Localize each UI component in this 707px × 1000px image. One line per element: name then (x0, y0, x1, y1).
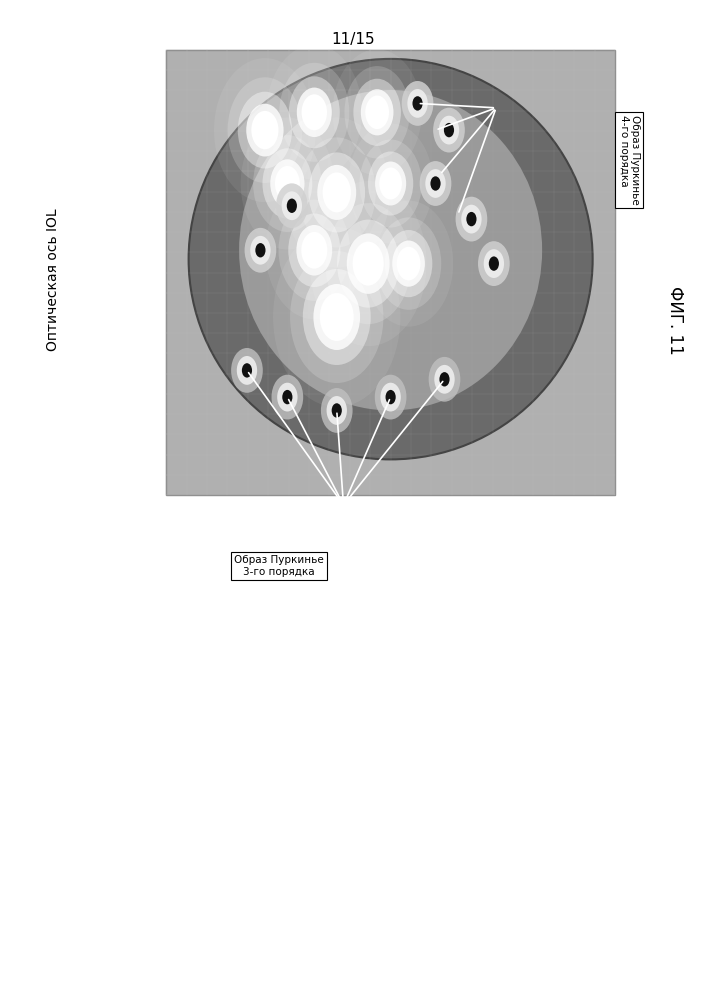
Ellipse shape (455, 197, 487, 241)
Ellipse shape (354, 79, 401, 146)
Ellipse shape (375, 161, 406, 206)
Ellipse shape (238, 92, 292, 169)
Ellipse shape (287, 199, 297, 213)
Ellipse shape (289, 76, 340, 148)
Ellipse shape (297, 88, 332, 137)
Ellipse shape (337, 220, 399, 308)
Ellipse shape (255, 243, 266, 257)
Ellipse shape (189, 59, 592, 459)
Ellipse shape (327, 396, 347, 425)
Ellipse shape (364, 201, 453, 327)
Ellipse shape (303, 269, 370, 365)
Ellipse shape (298, 137, 375, 247)
Ellipse shape (313, 284, 360, 350)
Ellipse shape (439, 116, 459, 145)
Ellipse shape (240, 117, 334, 249)
Ellipse shape (467, 212, 477, 226)
Ellipse shape (250, 236, 271, 265)
Ellipse shape (267, 45, 362, 180)
Ellipse shape (332, 49, 421, 175)
Ellipse shape (385, 230, 432, 297)
Ellipse shape (461, 205, 481, 233)
Ellipse shape (380, 383, 401, 412)
Ellipse shape (353, 242, 384, 286)
Ellipse shape (366, 96, 389, 129)
Ellipse shape (412, 96, 423, 111)
Ellipse shape (279, 63, 349, 162)
Text: Образ Пуркинье
3-го порядка: Образ Пуркинье 3-го порядка (235, 555, 324, 577)
Ellipse shape (284, 117, 390, 267)
Ellipse shape (288, 213, 340, 287)
Ellipse shape (310, 181, 426, 346)
Ellipse shape (281, 191, 302, 220)
Ellipse shape (428, 357, 460, 402)
Ellipse shape (322, 172, 351, 212)
Ellipse shape (237, 356, 257, 385)
Text: Оптическая ось IOL: Оптическая ось IOL (46, 209, 60, 351)
Ellipse shape (344, 66, 410, 159)
Ellipse shape (279, 200, 350, 301)
Ellipse shape (231, 348, 263, 393)
Ellipse shape (320, 293, 354, 341)
Text: ФИГ. 11: ФИГ. 11 (666, 286, 684, 354)
Ellipse shape (308, 152, 365, 232)
Ellipse shape (301, 232, 327, 269)
Ellipse shape (407, 89, 428, 118)
Ellipse shape (275, 166, 300, 201)
Ellipse shape (484, 249, 504, 278)
Ellipse shape (489, 256, 499, 271)
Ellipse shape (270, 159, 305, 208)
Ellipse shape (368, 151, 413, 216)
Ellipse shape (444, 123, 454, 137)
Ellipse shape (392, 240, 425, 287)
Ellipse shape (402, 81, 433, 126)
Ellipse shape (296, 225, 332, 276)
Text: 11/15: 11/15 (332, 32, 375, 47)
Ellipse shape (253, 135, 322, 232)
Ellipse shape (277, 383, 298, 412)
Ellipse shape (266, 181, 363, 319)
Ellipse shape (332, 403, 341, 418)
Ellipse shape (317, 165, 356, 220)
Ellipse shape (214, 58, 316, 202)
Ellipse shape (346, 233, 390, 294)
Ellipse shape (439, 372, 450, 386)
Ellipse shape (290, 251, 383, 383)
Ellipse shape (359, 139, 421, 228)
Ellipse shape (431, 176, 440, 191)
Ellipse shape (433, 108, 464, 153)
Ellipse shape (273, 227, 400, 407)
Ellipse shape (434, 365, 455, 394)
Ellipse shape (242, 363, 252, 378)
Ellipse shape (375, 375, 407, 420)
Ellipse shape (228, 77, 302, 183)
Ellipse shape (379, 167, 402, 200)
Ellipse shape (245, 228, 276, 273)
Ellipse shape (282, 390, 293, 404)
Ellipse shape (426, 169, 445, 198)
Ellipse shape (325, 203, 411, 324)
Ellipse shape (321, 388, 353, 433)
Text: Образ Пуркинье
4-го порядка: Образ Пуркинье 4-го порядка (619, 115, 641, 205)
Ellipse shape (420, 161, 451, 206)
Ellipse shape (478, 241, 510, 286)
Ellipse shape (262, 148, 312, 219)
Ellipse shape (397, 247, 421, 280)
Ellipse shape (251, 111, 279, 149)
Ellipse shape (239, 90, 542, 410)
Ellipse shape (246, 104, 284, 157)
Ellipse shape (276, 183, 308, 228)
Ellipse shape (302, 94, 327, 130)
Ellipse shape (361, 89, 394, 135)
Ellipse shape (348, 123, 433, 243)
Ellipse shape (376, 217, 441, 310)
Ellipse shape (271, 375, 303, 420)
Ellipse shape (385, 390, 396, 404)
